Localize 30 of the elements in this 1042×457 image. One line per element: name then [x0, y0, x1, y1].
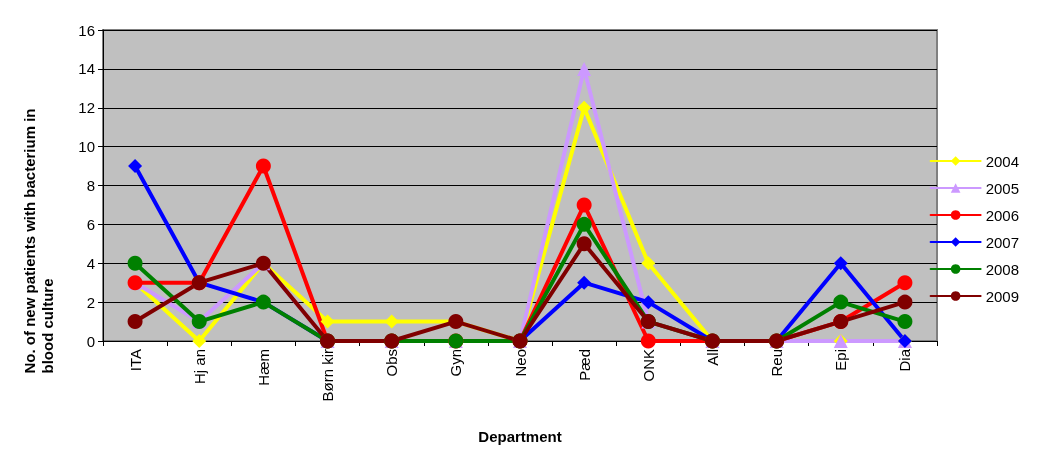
y-tick-label: 16: [78, 21, 95, 39]
legend-label: 2005: [985, 179, 1020, 197]
x-tick-label: Børn kir: [319, 349, 337, 402]
x-tick-label: Reu: [768, 349, 786, 377]
x-axis-title: Department: [478, 428, 562, 445]
x-tick-label: Gyn: [447, 349, 465, 377]
x-tick-label: Dia: [896, 348, 914, 372]
y-tick-label: 0: [86, 332, 95, 350]
y-tick-label: 12: [78, 99, 95, 117]
x-tick-label: Hæm: [254, 349, 272, 386]
x-tick-label: ITA: [126, 349, 144, 372]
x-tick-label: Epi: [832, 349, 850, 371]
x-tick-label: ONK: [639, 349, 657, 382]
y-axis-title: No. of new patients with bacterium in blood culture: [20, 104, 56, 374]
y-tick-label: 4: [86, 254, 95, 272]
y-tick-label: 6: [86, 215, 95, 233]
legend-label: 2006: [985, 206, 1020, 224]
y-tick-label: 10: [78, 138, 95, 156]
y-tick-label: 2: [86, 293, 95, 311]
y-tick-label: 14: [78, 60, 95, 78]
legend-label: 2008: [985, 260, 1020, 278]
legend-label: 2009: [985, 287, 1020, 305]
x-tick-label: Pæd: [575, 349, 593, 381]
legend-label: 2004: [985, 152, 1020, 170]
x-tick-label: Hj an: [190, 349, 208, 385]
x-tick-label: Obs: [383, 349, 401, 377]
x-tick-label: All: [703, 349, 721, 366]
x-tick-label: Neo: [511, 349, 529, 377]
y-tick-label: 8: [86, 177, 95, 194]
legend-label: 2007: [985, 233, 1020, 251]
